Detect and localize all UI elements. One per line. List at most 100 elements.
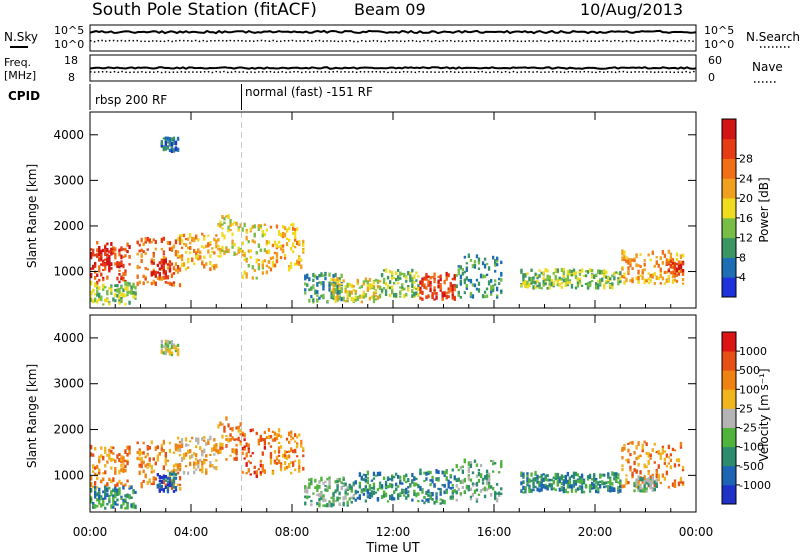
heatmap-cell	[174, 239, 178, 245]
heatmap-cell	[475, 463, 479, 467]
heatmap-cell	[427, 279, 430, 285]
heatmap-cell	[542, 473, 545, 476]
heatmap-cell	[534, 485, 537, 489]
heatmap-cell	[128, 245, 131, 250]
heatmap-cell	[235, 222, 238, 225]
heatmap-cell	[152, 238, 155, 242]
heatmap-cell	[162, 236, 166, 241]
heatmap-cell	[231, 436, 234, 440]
heatmap-cell	[275, 462, 279, 465]
heatmap-cell	[227, 214, 230, 219]
heatmap-cell	[397, 282, 400, 285]
heatmap-cell	[562, 267, 566, 272]
heatmap-cell	[106, 298, 109, 303]
heatmap-cell	[490, 288, 493, 291]
heatmap-cell	[102, 248, 105, 253]
beam-label: Beam 09	[354, 0, 426, 19]
heatmap-cell	[556, 282, 559, 287]
heatmap-cell	[346, 500, 349, 505]
heatmap-cell	[566, 276, 570, 282]
heatmap-cell	[247, 447, 250, 450]
heatmap-cell	[128, 445, 131, 450]
heatmap-cell	[90, 452, 93, 457]
heatmap-cell	[487, 479, 491, 483]
heatmap-cell	[166, 480, 170, 484]
heatmap-cell	[389, 483, 392, 488]
heatmap-cell	[659, 271, 662, 274]
heatmap-cell	[98, 296, 101, 301]
heatmap-cell	[259, 248, 263, 252]
heatmap-cell	[447, 479, 450, 485]
heatmap-cell	[629, 453, 632, 457]
heatmap-cell	[166, 476, 170, 480]
heatmap-cell	[665, 464, 669, 468]
heatmap-cell	[110, 479, 113, 484]
heatmap-cell	[300, 444, 303, 448]
heatmap-cell	[560, 268, 564, 272]
heatmap-cell	[611, 285, 614, 290]
heatmap-cell	[118, 252, 121, 257]
heatmap-cell	[128, 449, 131, 455]
heatmap-cell	[229, 228, 232, 232]
heatmap-cell	[429, 287, 432, 291]
heatmap-cell	[162, 474, 166, 479]
heatmap-cell	[124, 498, 127, 501]
heatmap-cell	[629, 465, 632, 469]
heatmap-cell	[197, 442, 200, 445]
heatmap-cell	[469, 278, 473, 284]
heatmap-cell	[487, 485, 491, 489]
heatmap-cell	[154, 273, 157, 278]
heatmap-cell	[613, 472, 616, 477]
heatmap-cell	[570, 488, 574, 493]
heatmap-cell	[288, 450, 291, 453]
heatmap-cell	[182, 455, 186, 458]
heatmap-cell	[281, 224, 285, 229]
heatmap-cell	[104, 299, 107, 303]
heatmap-cell	[562, 483, 566, 486]
heatmap-cell	[279, 462, 283, 466]
heatmap-cell	[138, 470, 141, 476]
heatmap-cell	[421, 297, 424, 301]
heatmap-cell	[532, 481, 535, 486]
heatmap-cell	[443, 473, 446, 477]
heatmap-cell	[176, 250, 180, 254]
heatmap-cell	[150, 260, 153, 264]
heatmap-cell	[168, 260, 172, 264]
heatmap-cell	[160, 264, 164, 269]
heatmap-cell	[176, 472, 180, 475]
heatmap-cell	[138, 243, 141, 247]
heatmap-cell	[492, 487, 495, 491]
heatmap-cell	[465, 276, 469, 281]
heatmap-cell	[540, 478, 543, 483]
heatmap-cell	[219, 223, 222, 228]
heatmap-cell	[679, 260, 683, 265]
heatmap-cell	[580, 478, 584, 484]
heatmap-cell	[534, 476, 537, 482]
heatmap-cell	[338, 283, 341, 287]
heatmap-cell	[576, 473, 580, 477]
heatmap-cell	[490, 291, 493, 296]
heatmap-cell	[298, 433, 301, 437]
heatmap-cell	[273, 251, 277, 255]
heatmap-cell	[500, 464, 503, 469]
colorbar-segment	[722, 351, 736, 371]
heatmap-cell	[94, 297, 97, 303]
heatmap-cell	[239, 223, 242, 228]
heatmap-cell	[310, 499, 313, 503]
heatmap-cell	[562, 490, 566, 494]
heatmap-cell	[168, 348, 172, 353]
heatmap-cell	[247, 449, 250, 454]
heatmap-cell	[393, 281, 396, 285]
heatmap-cell	[243, 258, 246, 261]
heatmap-cell	[197, 254, 200, 258]
heatmap-cell	[461, 479, 465, 485]
heatmap-cell	[174, 140, 178, 146]
heatmap-cell	[132, 502, 135, 506]
heatmap-cell	[138, 463, 141, 467]
heatmap-cell	[675, 267, 679, 272]
heatmap-cell	[124, 499, 127, 503]
heatmap-cell	[114, 467, 117, 472]
heatmap-cell	[566, 274, 570, 279]
heatmap-cell	[578, 486, 582, 490]
heatmap-cell	[201, 262, 204, 266]
